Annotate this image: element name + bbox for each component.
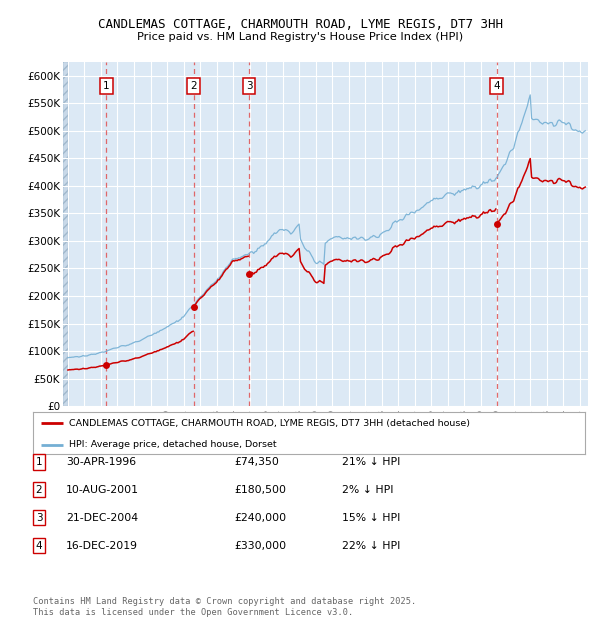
Text: HPI: Average price, detached house, Dorset: HPI: Average price, detached house, Dors… bbox=[69, 440, 277, 449]
Text: 2: 2 bbox=[35, 485, 43, 495]
Text: 4: 4 bbox=[35, 541, 43, 551]
Text: CANDLEMAS COTTAGE, CHARMOUTH ROAD, LYME REGIS, DT7 3HH (detached house): CANDLEMAS COTTAGE, CHARMOUTH ROAD, LYME … bbox=[69, 418, 470, 428]
Text: 21-DEC-2004: 21-DEC-2004 bbox=[66, 513, 138, 523]
Point bbox=[492, 219, 502, 229]
Text: 1: 1 bbox=[35, 457, 43, 467]
Point bbox=[101, 360, 111, 370]
Text: 4: 4 bbox=[493, 81, 500, 91]
Point bbox=[189, 302, 199, 312]
Text: CANDLEMAS COTTAGE, CHARMOUTH ROAD, LYME REGIS, DT7 3HH: CANDLEMAS COTTAGE, CHARMOUTH ROAD, LYME … bbox=[97, 19, 503, 31]
Text: £180,500: £180,500 bbox=[234, 485, 286, 495]
Text: 16-DEC-2019: 16-DEC-2019 bbox=[66, 541, 138, 551]
Text: 3: 3 bbox=[35, 513, 43, 523]
Text: 2% ↓ HPI: 2% ↓ HPI bbox=[342, 485, 394, 495]
Text: 2: 2 bbox=[190, 81, 197, 91]
Text: 21% ↓ HPI: 21% ↓ HPI bbox=[342, 457, 400, 467]
Text: 30-APR-1996: 30-APR-1996 bbox=[66, 457, 136, 467]
Text: 15% ↓ HPI: 15% ↓ HPI bbox=[342, 513, 400, 523]
Text: Contains HM Land Registry data © Crown copyright and database right 2025.
This d: Contains HM Land Registry data © Crown c… bbox=[33, 598, 416, 617]
Text: Price paid vs. HM Land Registry's House Price Index (HPI): Price paid vs. HM Land Registry's House … bbox=[137, 32, 463, 42]
Bar bbox=[63, 62, 68, 406]
Bar bbox=[63, 62, 68, 406]
Text: 3: 3 bbox=[246, 81, 253, 91]
Text: £74,350: £74,350 bbox=[234, 457, 279, 467]
Point bbox=[244, 269, 254, 279]
Text: 22% ↓ HPI: 22% ↓ HPI bbox=[342, 541, 400, 551]
Text: 10-AUG-2001: 10-AUG-2001 bbox=[66, 485, 139, 495]
Text: £330,000: £330,000 bbox=[234, 541, 286, 551]
Text: 1: 1 bbox=[103, 81, 110, 91]
Text: £240,000: £240,000 bbox=[234, 513, 286, 523]
